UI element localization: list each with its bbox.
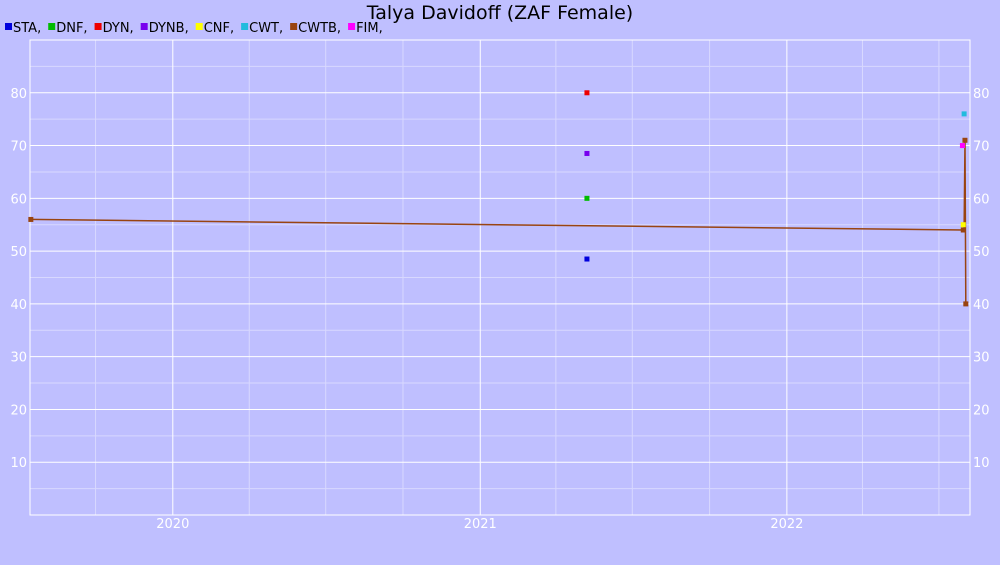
data-point-fim <box>959 143 965 149</box>
y-tick-label: 60 <box>10 192 27 207</box>
y-tick-label: 80 <box>973 87 990 102</box>
x-axis-ticks: 2020 2021 2022 <box>156 517 803 532</box>
y-tick-label: 50 <box>973 245 990 260</box>
y-tick-label: 70 <box>973 140 990 155</box>
y-tick-label: 30 <box>973 351 990 366</box>
major-gridlines <box>29 39 971 516</box>
legend-label: CWTB, <box>298 21 341 36</box>
data-point-cwtb <box>28 216 34 222</box>
data-point-cnf <box>960 222 966 228</box>
legend-label: DYNB, <box>149 21 189 36</box>
legend-label: DNF, <box>56 21 87 36</box>
data-point-dynb <box>584 150 590 156</box>
y-tick-label: 20 <box>973 403 990 418</box>
x-tick-label: 2022 <box>770 517 803 532</box>
data-point-dyn <box>584 90 590 96</box>
series-points <box>28 90 969 307</box>
x-tick-label: 2021 <box>464 517 497 532</box>
data-point-cwt <box>961 111 967 117</box>
data-point-cwtb <box>962 137 968 143</box>
x-tick-label: 2020 <box>156 517 189 532</box>
y-tick-label: 10 <box>973 456 990 471</box>
legend-label: CWT, <box>249 21 283 36</box>
y-tick-label: 70 <box>10 140 27 155</box>
legend-swatch <box>48 23 56 30</box>
data-point-cwtb <box>960 227 966 233</box>
legend-swatch <box>290 23 298 30</box>
y-tick-label: 20 <box>10 403 27 418</box>
y-tick-label: 40 <box>10 298 27 313</box>
legend-label: FIM, <box>356 21 383 36</box>
legend-label: STA, <box>13 21 41 36</box>
legend-swatch <box>195 23 203 30</box>
legend-swatch <box>241 23 249 30</box>
data-point-sta <box>584 256 590 262</box>
legend-swatch <box>94 23 102 30</box>
chart-title: Talya Davidoff (ZAF Female) <box>366 2 633 24</box>
data-point-dnf <box>584 195 590 201</box>
y-tick-label: 40 <box>973 298 990 313</box>
y-axis-ticks: 10 10 20 20 30 30 40 40 50 50 60 60 70 70 80 80 <box>10 87 989 471</box>
y-tick-label: 30 <box>10 351 27 366</box>
plot-border <box>29 39 971 516</box>
y-tick-label: 80 <box>10 87 27 102</box>
legend-swatch <box>5 23 12 30</box>
legend-label: DYN, <box>103 21 134 36</box>
legend-label: CNF, <box>204 21 234 36</box>
legend-swatch <box>140 23 148 30</box>
legend-swatch <box>348 23 356 30</box>
data-point-cwtb <box>963 301 969 307</box>
y-tick-label: 10 <box>10 456 27 471</box>
minor-gridlines <box>30 40 970 515</box>
legend: STA, DNF, DYN, DYNB, CNF, CWT, CWTB, FIM, <box>5 21 383 36</box>
y-tick-label: 50 <box>10 245 27 260</box>
y-tick-label: 60 <box>973 192 990 207</box>
